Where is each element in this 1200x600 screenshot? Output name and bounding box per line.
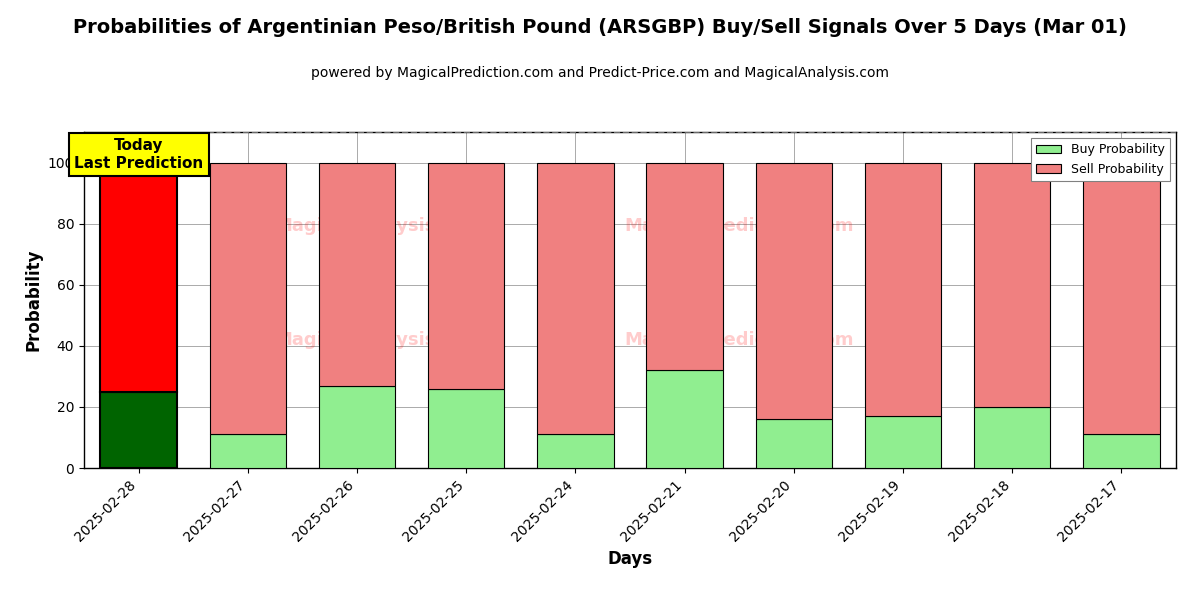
Bar (1084, 434, 1159, 468)
Bar (974, 407, 1050, 468)
Text: Today
Last Prediction: Today Last Prediction (74, 138, 203, 170)
Bar (865, 416, 941, 468)
Bar (538, 163, 613, 434)
Bar (319, 163, 395, 386)
Bar (101, 163, 176, 392)
Bar (865, 163, 941, 416)
Text: MagicalAnalysis.com: MagicalAnalysis.com (274, 331, 484, 349)
Bar (647, 370, 722, 468)
Bar (974, 163, 1050, 407)
Text: Probabilities of Argentinian Peso/British Pound (ARSGBP) Buy/Sell Signals Over 5: Probabilities of Argentinian Peso/Britis… (73, 18, 1127, 37)
Text: MagicalPrediction.com: MagicalPrediction.com (624, 331, 854, 349)
Bar (428, 389, 504, 468)
Bar (756, 163, 832, 419)
Text: MagicalAnalysis.com: MagicalAnalysis.com (274, 217, 484, 235)
Bar (101, 392, 176, 468)
Y-axis label: Probability: Probability (24, 249, 42, 351)
Bar (210, 434, 286, 468)
Text: MagicalPrediction.com: MagicalPrediction.com (624, 217, 854, 235)
X-axis label: Days: Days (607, 550, 653, 568)
Bar (428, 163, 504, 389)
Text: powered by MagicalPrediction.com and Predict-Price.com and MagicalAnalysis.com: powered by MagicalPrediction.com and Pre… (311, 66, 889, 80)
Legend: Buy Probability, Sell Probability: Buy Probability, Sell Probability (1031, 138, 1170, 181)
Bar (1084, 163, 1159, 434)
Bar (756, 419, 832, 468)
Bar (210, 163, 286, 434)
Bar (647, 163, 722, 370)
Bar (538, 434, 613, 468)
Bar (319, 386, 395, 468)
